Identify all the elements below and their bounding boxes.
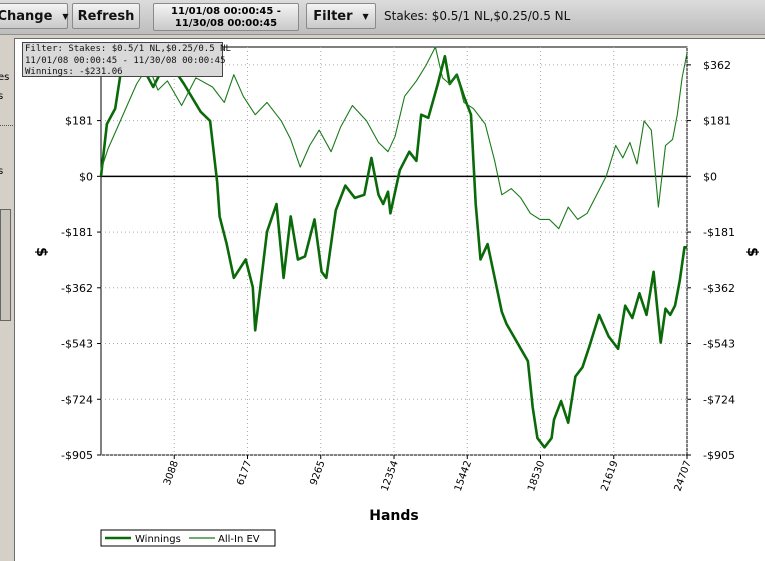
filter-info-winnings: Winnings: -$231.06	[25, 67, 123, 77]
chevron-down-icon: ▼	[362, 11, 369, 21]
filter-label: Filter	[313, 8, 353, 24]
stakes-text: Stakes: $0.5/1 NL,$0.25/0.5 NL	[384, 9, 571, 23]
y-tick-label-right: -$724	[703, 393, 735, 406]
change-button[interactable]: Change ▼	[0, 3, 69, 29]
y-tick-label-right: -$181	[703, 226, 735, 239]
series-line-1	[100, 46, 688, 230]
filter-info-stakes: Filter: Stakes: $0.5/1 NL,$0.25/0.5 NL	[25, 44, 231, 54]
sidebar: es s s	[0, 38, 13, 560]
chart-area: $362$362$181$181$0$0-$181-$181-$362-$362…	[14, 38, 765, 561]
x-tick-label: 3088	[162, 459, 181, 487]
y-tick-label-right: -$362	[703, 282, 735, 295]
y-tick-label: -$181	[61, 226, 93, 239]
sidebar-item-2[interactable]: s	[0, 91, 4, 102]
series-line-0	[99, 45, 688, 449]
y-tick-label-right: $0	[703, 170, 717, 183]
y-axis-title-right: $	[744, 247, 760, 257]
legend-box	[100, 529, 276, 547]
x-tick-label: 12354	[380, 459, 401, 493]
date-range-end: 11/30/08 00:00:45	[174, 18, 278, 29]
legend-label-allin-ev: All-In EV	[218, 534, 260, 545]
sidebar-panel	[0, 209, 11, 321]
y-tick-label: $0	[79, 170, 93, 183]
toolbar: Change ▼ Refresh 11/01/08 00:00:45 - 11/3…	[0, 0, 765, 35]
y-tick-label: -$724	[61, 393, 93, 406]
y-tick-label-right: $181	[703, 115, 731, 128]
refresh-button[interactable]: Refresh	[72, 3, 140, 29]
refresh-label: Refresh	[77, 8, 135, 24]
y-tick-label: $181	[65, 115, 93, 128]
y-tick-label: -$362	[61, 282, 93, 295]
y-axis-title: $	[33, 247, 49, 257]
date-range-start: 11/01/08 00:00:45 -	[171, 6, 281, 17]
sidebar-divider	[0, 125, 13, 126]
y-tick-label-right: -$543	[703, 338, 735, 351]
y-tick-label-right: $362	[703, 59, 731, 72]
x-tick-label: 24707	[673, 459, 694, 493]
sidebar-item-1[interactable]: es	[0, 72, 10, 83]
x-tick-label: 6177	[235, 459, 254, 487]
filter-info-dates: 11/01/08 00:00:45 - 11/30/08 00:00:45	[25, 55, 226, 66]
filter-info-box: Filter: Stakes: $0.5/1 NL,$0.25/0.5 NL 1…	[22, 42, 231, 77]
legend-label-winnings: Winnings	[135, 534, 181, 545]
sidebar-item-3[interactable]: s	[0, 166, 4, 177]
x-tick-label: 21619	[599, 459, 620, 493]
x-tick-label: 18530	[526, 459, 547, 493]
chevron-down-icon: ▼	[62, 11, 69, 21]
x-axis-title: Hands	[369, 508, 419, 524]
y-tick-label-right: -$905	[703, 449, 735, 462]
x-tick-label: 15442	[453, 459, 474, 493]
change-label: Change	[0, 8, 53, 24]
filter-button[interactable]: Filter ▼	[306, 3, 376, 29]
x-tick-label: 9265	[309, 459, 328, 487]
y-tick-label: -$543	[61, 338, 93, 351]
date-range-button[interactable]: 11/01/08 00:00:45 - 11/30/08 00:00:45	[153, 3, 299, 31]
y-tick-label: -$905	[61, 449, 93, 462]
winnings-chart: $362$362$181$181$0$0-$181-$181-$362-$362…	[33, 45, 760, 547]
